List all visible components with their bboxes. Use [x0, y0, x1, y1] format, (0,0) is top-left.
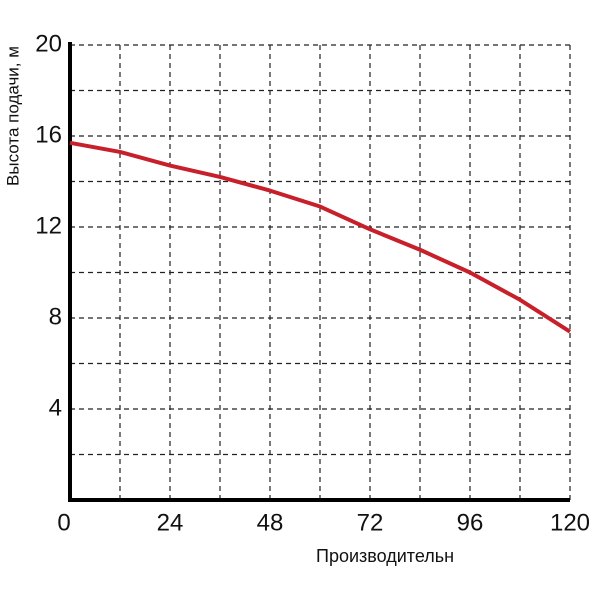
y-tick-label: 12	[35, 212, 62, 239]
x-tick-label: 72	[357, 509, 384, 536]
y-tick-label: 8	[49, 303, 62, 330]
y-axis-label: Высота подачи, м	[3, 46, 22, 186]
x-axis-label: Производительн	[316, 546, 454, 566]
x-tick-label: 0	[57, 509, 70, 536]
y-tick-label: 16	[35, 121, 62, 148]
y-tick-label: 20	[35, 30, 62, 57]
line-series	[69, 140, 572, 334]
x-tick-label: 48	[257, 509, 284, 536]
x-tick-label: 24	[157, 509, 184, 536]
y-tick-label: 4	[49, 394, 62, 421]
x-tick-label: 96	[457, 509, 484, 536]
x-tick-label: 120	[550, 509, 590, 536]
